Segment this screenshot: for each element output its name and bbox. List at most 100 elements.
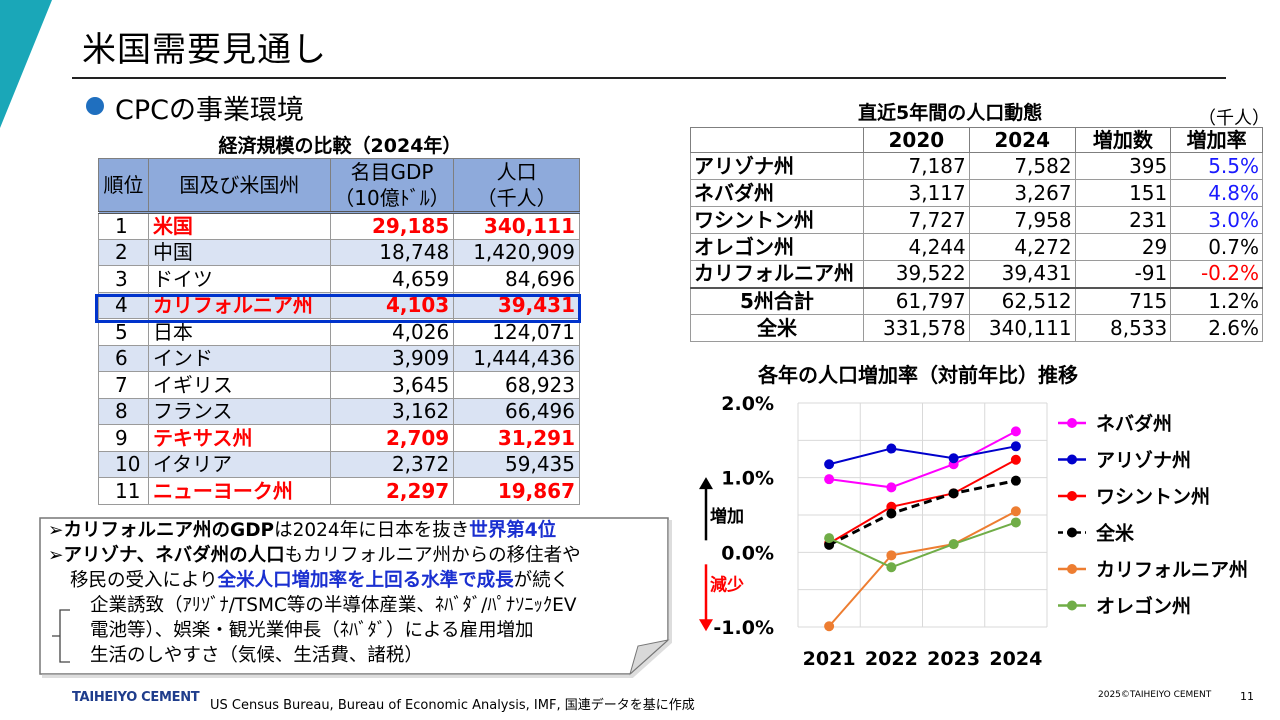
legend-marker — [1067, 564, 1077, 574]
pop-2024-cell: 7,582 — [968, 152, 1076, 180]
data-point — [824, 533, 835, 544]
x-tick-label: 2021 — [803, 648, 856, 670]
pop-header-increase: 増加数 — [1074, 127, 1172, 153]
series-line — [828, 521, 1017, 569]
pop-table-row: 5州合計 61,797 62,512 715 1.2% — [690, 286, 1263, 315]
note-l3-a: 移民の受入により — [70, 570, 218, 591]
note-l1-c: 世界第4位 — [469, 520, 557, 541]
pop-header-rate: 増加率 — [1170, 127, 1263, 153]
note-bullet-2: ➢ — [48, 545, 64, 566]
gdp-table-body: 1 米国 29,185 340,111 2 中国 18,748 1,420,909 3 ドイツ 4,… — [98, 211, 580, 505]
gdp-population-cell: 340,111 — [453, 211, 580, 240]
legend-label: カリフォルニア州 — [1096, 559, 1248, 581]
gdp-table-row: 11 ニューヨーク州 2,297 19,867 — [98, 477, 580, 505]
pop-rate-cell: 1.2% — [1170, 286, 1263, 315]
pop-2020-cell: 3,117 — [862, 179, 970, 207]
pop-increase-cell: -91 — [1074, 260, 1172, 288]
x-tick-label: 2023 — [927, 648, 980, 670]
chart-title: 各年の人口増加率（対前年比）推移 — [758, 363, 1078, 387]
pop-increase-cell: 231 — [1074, 206, 1172, 234]
data-point — [948, 539, 959, 550]
gdp-rank-cell: 7 — [98, 371, 149, 399]
gdp-country-cell: 米国 — [147, 211, 331, 240]
gdp-rank-cell: 2 — [98, 238, 149, 266]
data-point — [1010, 506, 1021, 517]
gdp-rank-cell: 3 — [98, 265, 149, 293]
gdp-population-cell: 31,291 — [453, 424, 580, 452]
gdp-rank-cell: 11 — [98, 477, 149, 505]
pop-header-blank — [690, 127, 864, 153]
gdp-table-row: 8 フランス 3,162 66,496 — [98, 397, 580, 425]
gdp-rank-cell: 8 — [98, 397, 149, 425]
pop-rate-cell: 4.8% — [1170, 179, 1263, 207]
increase-label: 増加 — [710, 506, 744, 527]
legend-label: 全米 — [1095, 522, 1135, 545]
data-point — [1010, 454, 1021, 465]
pop-2024-cell: 7,958 — [968, 206, 1076, 234]
legend-label: ネバダ州 — [1096, 412, 1172, 435]
source-note: US Census Bureau, Bureau of Economic Ana… — [210, 698, 695, 713]
gdp-population-cell: 84,696 — [453, 265, 580, 293]
pop-rate-cell: 5.5% — [1170, 152, 1263, 180]
note-sub-1: 企業誘致（ｱﾘｿﾞﾅ/TSMC等の半導体産業、ﾈﾊﾞﾀﾞ/ﾊﾟﾅｿﾆｯｸEV — [90, 595, 577, 616]
pop-increase-cell: 151 — [1074, 179, 1172, 207]
corner-accent-shape — [0, 0, 52, 128]
page-title: 米国需要見通し — [82, 30, 327, 70]
pop-region-cell: アリゾナ州 — [690, 152, 864, 180]
y-tick-label: 2.0% — [721, 393, 774, 415]
gdp-value-cell: 4,659 — [329, 265, 455, 293]
gdp-rank-cell: 1 — [98, 211, 149, 240]
pop-increase-cell: 8,533 — [1074, 314, 1172, 342]
pop-2020-cell: 61,797 — [862, 286, 970, 315]
pop-region-cell: 全米 — [690, 314, 864, 342]
gdp-comparison-table: 順位 国及び米国州 名目GDP （10億ﾄﾞﾙ） 人口 （千人） 1 米国 29,1… — [98, 158, 580, 505]
gdp-value-cell: 18,748 — [329, 238, 455, 266]
page-number: 11 — [1240, 690, 1254, 703]
note-l3-c: が続く — [513, 570, 570, 591]
pop-2024-cell: 3,267 — [968, 179, 1076, 207]
pop-2024-cell: 4,272 — [968, 233, 1076, 261]
pop-rate-cell: -0.2% — [1170, 260, 1263, 288]
pop-2024-cell: 340,111 — [968, 314, 1076, 342]
legend-label: アリゾナ州 — [1096, 450, 1191, 472]
note-l3-b: 全米人口増加率を上回る水準で成長 — [217, 570, 514, 591]
pop-header-2024: 2024 — [968, 127, 1076, 153]
pop-rate-cell: 0.7% — [1170, 233, 1263, 261]
gdp-value-cell: 3,909 — [329, 344, 455, 372]
header-rank: 順位 — [98, 158, 149, 213]
pop-2024-cell: 62,512 — [968, 286, 1076, 315]
pop-2020-cell: 331,578 — [862, 314, 970, 342]
pop-increase-cell: 395 — [1074, 152, 1172, 180]
california-highlight-box — [95, 294, 581, 323]
pop-region-cell: ネバダ州 — [690, 179, 864, 207]
pop-2020-cell: 39,522 — [862, 260, 970, 288]
data-point — [824, 621, 835, 632]
legend-label: オレゴン州 — [1096, 595, 1191, 618]
gdp-population-cell: 1,444,436 — [453, 344, 580, 372]
note-l1-b: は2024年に日本を抜き — [274, 520, 470, 541]
gdp-value-cell: 2,297 — [329, 477, 455, 505]
gdp-population-cell: 19,867 — [453, 477, 580, 505]
pop-table-row: アリゾナ州 7,187 7,582 395 5.5% — [690, 152, 1263, 180]
note-line-2: ➢アリゾナ、ネバダ州の人口もカリフォルニア州からの移住者や — [48, 543, 581, 568]
note-line-1: ➢カリフォルニア州のGDPは2024年に日本を抜き世界第4位 — [48, 518, 581, 543]
header-gdp-line1: 名目GDP — [350, 160, 434, 184]
series-line — [828, 458, 1017, 545]
gdp-table-caption: 経済規模の比較（2024年） — [218, 135, 462, 157]
series-line — [828, 445, 1017, 466]
pop-table-row: ネバダ州 3,117 3,267 151 4.8% — [690, 179, 1263, 207]
pop-region-cell: ワシントン州 — [690, 206, 864, 234]
gdp-table-row: 3 ドイツ 4,659 84,696 — [98, 265, 580, 293]
header-country: 国及び米国州 — [147, 158, 331, 213]
pop-2020-cell: 4,244 — [862, 233, 970, 261]
note-sub-2: 電池等）、娯楽・観光業伸長（ﾈﾊﾞﾀﾞ）による雇用増加 — [90, 620, 534, 641]
gdp-country-cell: ドイツ — [147, 265, 331, 293]
company-logo: TAIHEIYO CEMENT — [72, 690, 200, 705]
data-point — [886, 550, 897, 561]
note-line-3: 移民の受入により全米人口増加率を上回る水準で成長が続く — [48, 568, 581, 593]
gdp-population-cell: 59,435 — [453, 450, 580, 478]
gdp-rank-cell: 10 — [98, 450, 149, 478]
pop-2020-cell: 7,727 — [862, 206, 970, 234]
header-pop-line1: 人口 — [496, 160, 537, 184]
legend-label: ワシントン州 — [1096, 486, 1210, 508]
